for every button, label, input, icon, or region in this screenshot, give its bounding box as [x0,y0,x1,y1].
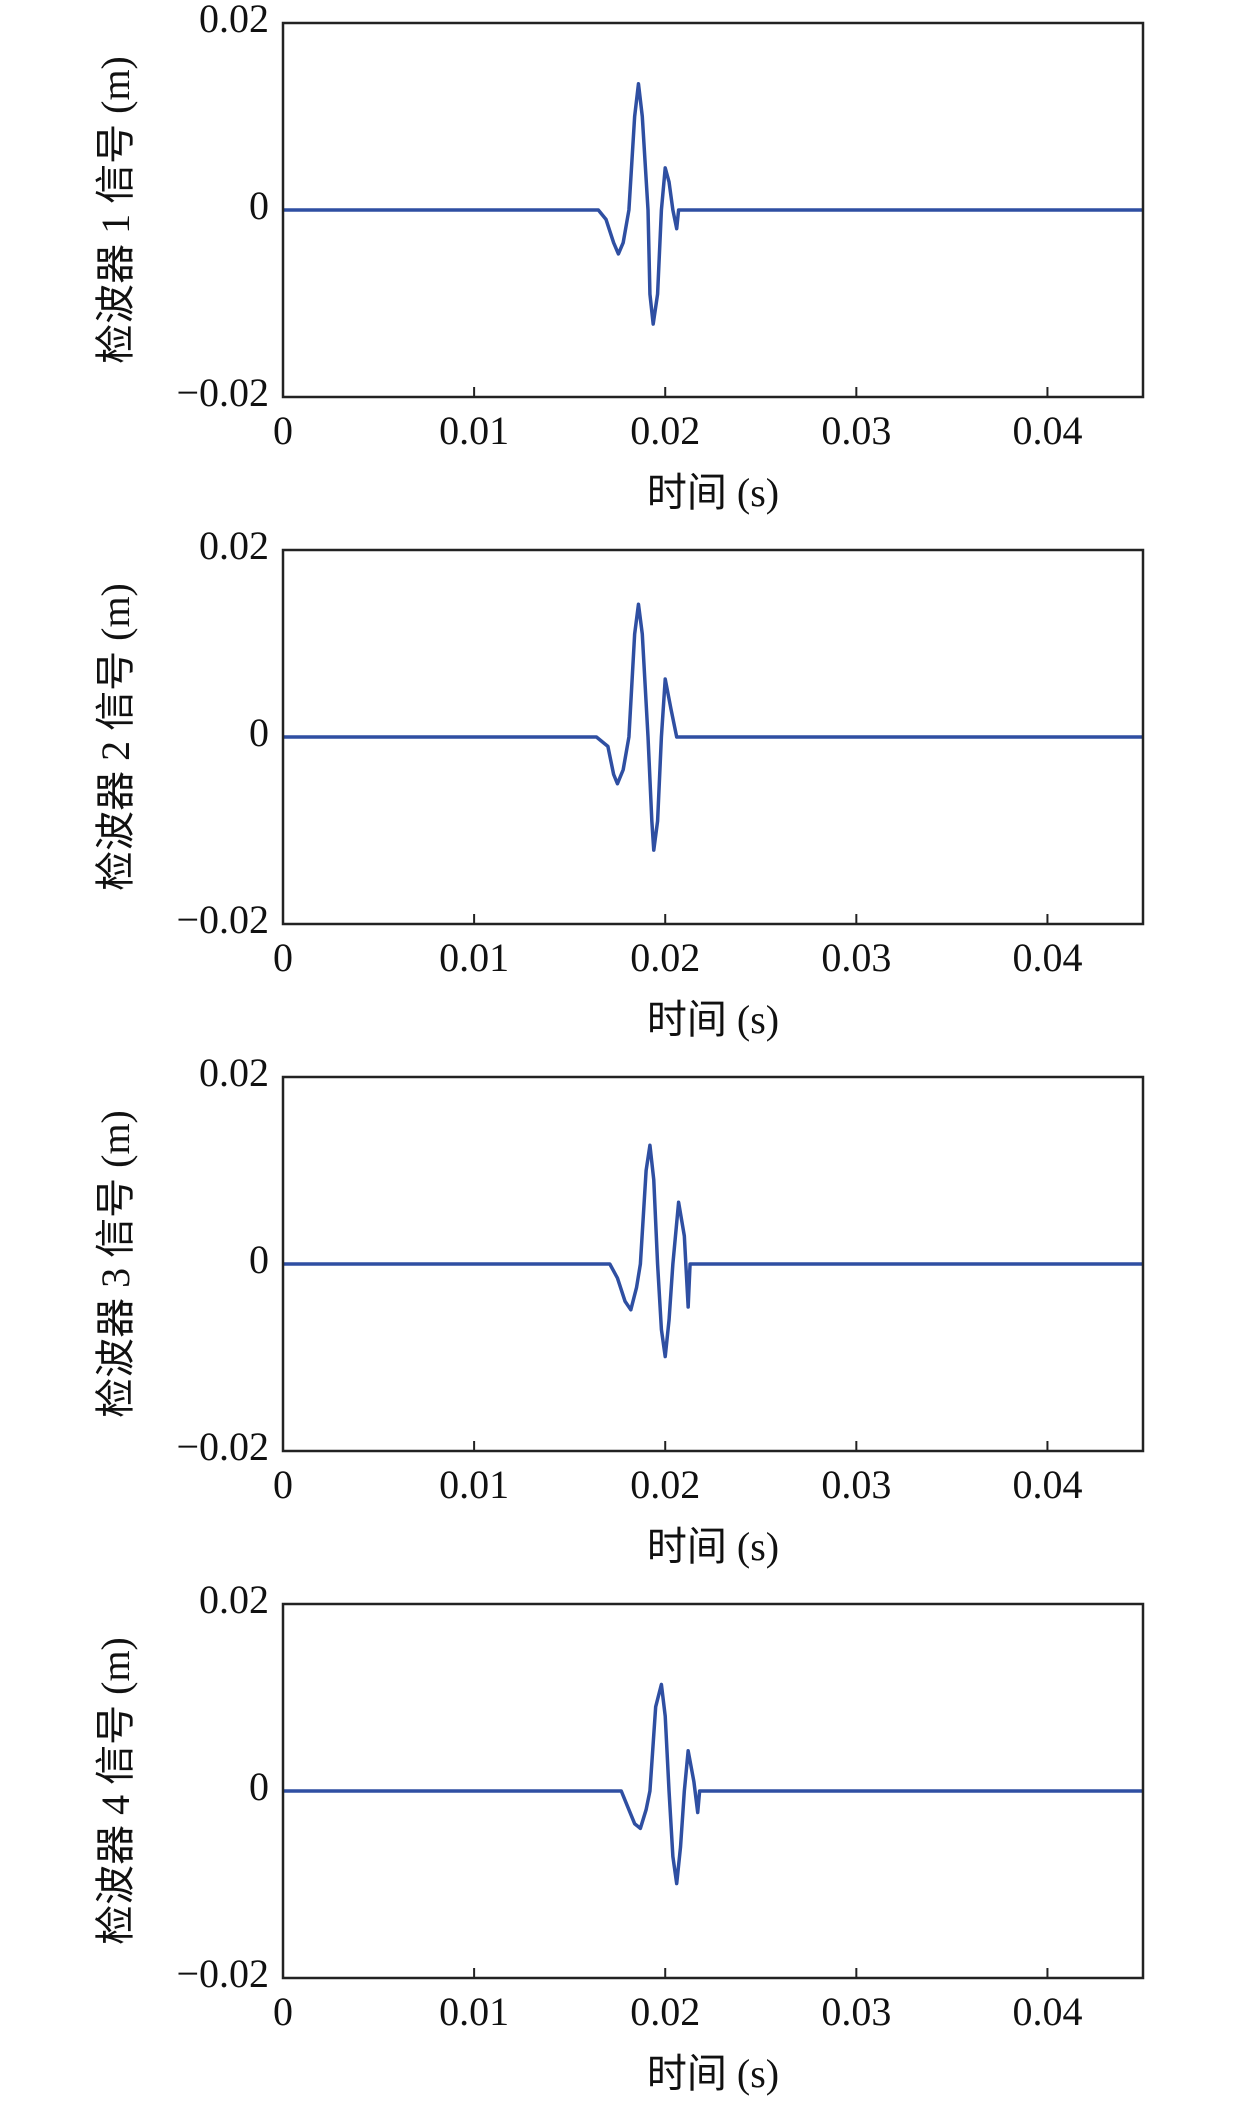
x-axis-label: 时间 (s) [647,997,779,1042]
x-tick-label: 0.03 [821,935,891,980]
y-tick-label: −0.02 [176,897,269,942]
x-tick-label: 0.04 [1012,408,1082,453]
y-tick-label: −0.02 [176,1951,269,1996]
y-tick-label: −0.02 [176,1424,269,1469]
y-axis-label: 检波器 2 信号 (m) [93,583,138,891]
plot-frame [281,21,1145,399]
x-tick-label: 0.02 [630,1462,700,1507]
x-tick-label: 0.01 [439,1989,509,2034]
signal-line [283,82,1143,326]
y-tick-label: 0.02 [199,523,269,568]
y-tick-label: 0 [249,1237,269,1282]
x-tick-label: 0.02 [630,1989,700,2034]
x-tick-label: 0.04 [1012,1989,1082,2034]
x-axis-label: 时间 (s) [647,1524,779,1569]
x-tick-label: 0.01 [439,408,509,453]
plot-frame [281,1602,1145,1980]
y-tick-label: −0.02 [176,370,269,415]
signal-line [283,1143,1143,1359]
y-tick-label: 0.02 [199,1577,269,1622]
y-tick-label: 0.02 [199,0,269,41]
x-tick-label: 0.04 [1012,935,1082,980]
x-axis-label: 时间 (s) [647,2051,779,2096]
y-axis-label: 检波器 3 信号 (m) [93,1110,138,1418]
x-tick-label: 0.03 [821,408,891,453]
y-axis-label: 检波器 4 信号 (m) [93,1637,138,1945]
x-tick-label: 0.01 [439,1462,509,1507]
x-tick-label: 0 [273,408,293,453]
x-tick-label: 0.04 [1012,1462,1082,1507]
x-tick-label: 0.03 [821,1462,891,1507]
plot-frame [281,1075,1145,1453]
x-tick-label: 0.01 [439,935,509,980]
x-tick-label: 0 [273,935,293,980]
signal-line [283,1682,1143,1886]
x-tick-label: 0.03 [821,1989,891,2034]
x-tick-label: 0 [273,1989,293,2034]
y-tick-label: 0 [249,1764,269,1809]
y-tick-label: 0.02 [199,1050,269,1095]
x-tick-label: 0 [273,1462,293,1507]
plot-frame [281,548,1145,926]
y-tick-label: 0 [249,710,269,755]
y-axis-label: 检波器 1 信号 (m) [93,56,138,364]
x-tick-label: 0.02 [630,935,700,980]
y-tick-label: 0 [249,183,269,228]
signal-line [283,602,1143,852]
x-tick-label: 0.02 [630,408,700,453]
x-axis-label: 时间 (s) [647,470,779,515]
